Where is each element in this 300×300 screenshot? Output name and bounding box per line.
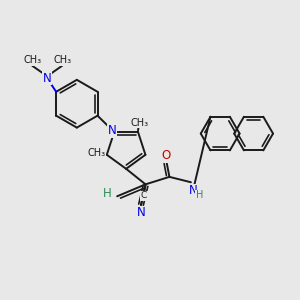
Text: CH₃: CH₃ [23,56,41,65]
Text: O: O [162,149,171,163]
Text: N: N [189,184,198,197]
Text: N: N [43,72,52,85]
Text: N: N [107,124,116,137]
Text: H: H [103,188,112,200]
Text: N: N [137,206,146,219]
Text: C: C [141,191,147,200]
Text: CH₃: CH₃ [87,148,105,158]
Text: CH₃: CH₃ [130,118,148,128]
Text: CH₃: CH₃ [53,56,71,65]
Text: H: H [196,190,203,200]
